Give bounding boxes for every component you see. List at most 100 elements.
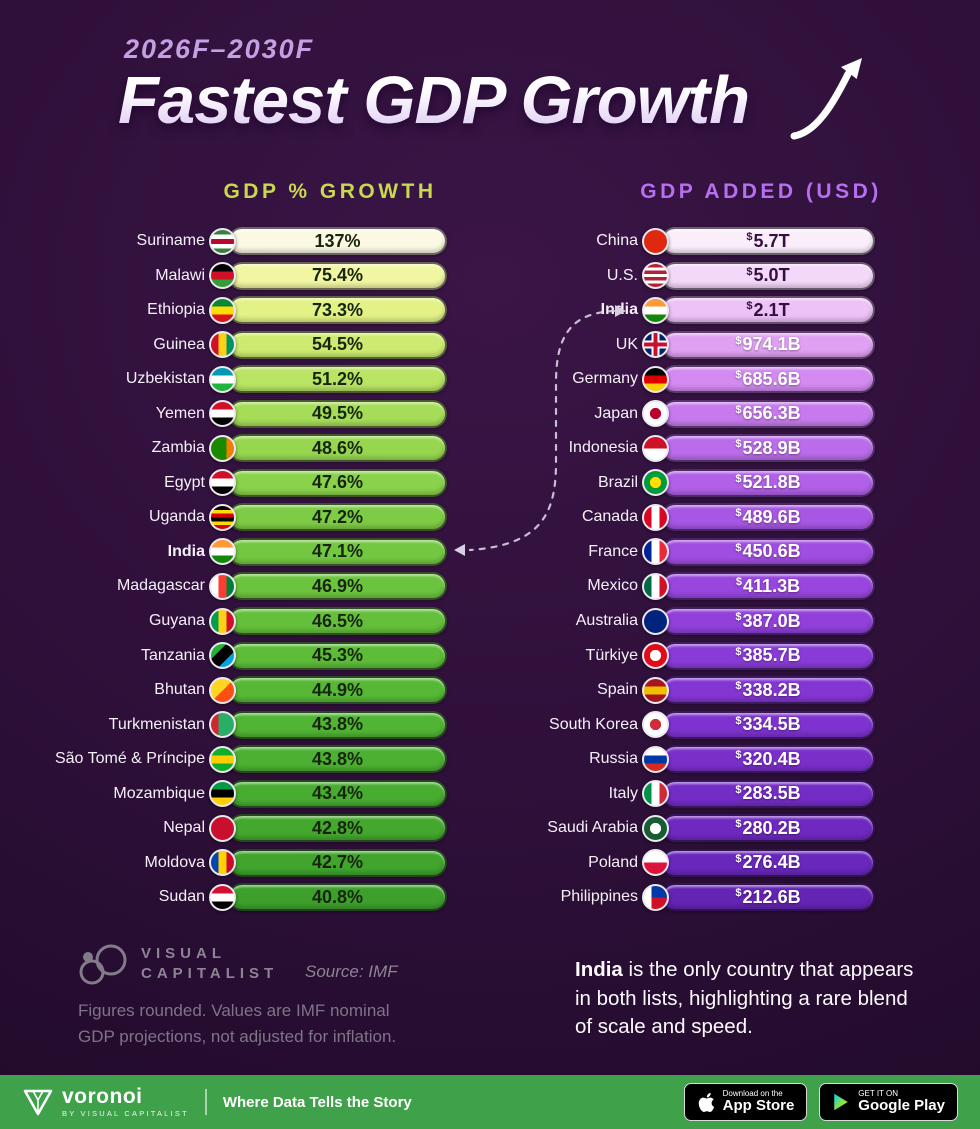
country-label: Moldova — [144, 853, 205, 871]
india-connector-arrow — [454, 305, 626, 556]
country-flag-icon — [642, 676, 669, 704]
currency-prefix: $ — [735, 611, 742, 624]
left-rows: Suriname 137% Malawi 75.4% Ethiopia 73.3… — [45, 227, 447, 918]
gdp-value: 528.9B — [742, 437, 801, 458]
gdp-value: 521.8B — [742, 472, 801, 493]
gdp-value: 43.8% — [311, 714, 364, 735]
google-play-badge[interactable]: GET IT ON Google Play — [819, 1083, 958, 1121]
country-label: India — [167, 542, 205, 560]
gdp-bar: 42.8% — [228, 814, 447, 843]
table-row: Spain $ 338.2B — [488, 676, 875, 705]
gdp-value: 73.3% — [311, 299, 364, 320]
country-flag-icon — [209, 849, 236, 877]
table-row: Canada $ 489.6B — [488, 503, 875, 532]
gdp-bar: $ 685.6B — [661, 365, 875, 394]
country-label: Sudan — [158, 888, 205, 906]
gdp-bar: 47.1% — [228, 537, 447, 566]
country-label: South Korea — [549, 715, 638, 733]
gdp-bar: 137% — [228, 227, 447, 255]
gdp-bar: 43.8% — [228, 745, 447, 774]
country-label: Suriname — [136, 232, 205, 249]
gdp-value: 320.4B — [742, 748, 801, 769]
currency-prefix: $ — [735, 541, 742, 554]
country-label: Tanzania — [140, 646, 205, 664]
gdp-value: 40.8% — [311, 886, 364, 907]
country-flag-icon — [642, 883, 669, 911]
table-row: Ethiopia 73.3% — [45, 296, 447, 325]
gdp-bar: 48.6% — [228, 434, 447, 463]
table-row: Germany $ 685.6B — [488, 365, 875, 394]
gdp-bar: 54.5% — [228, 330, 447, 359]
gdp-bar: $ 2.1T — [661, 296, 875, 325]
india-note-bold: India — [575, 958, 623, 981]
country-label: Ethiopia — [147, 301, 205, 319]
google-play-line2: Google Play — [858, 1097, 945, 1115]
country-label: Uganda — [148, 508, 205, 526]
table-row: Brazil $ 521.8B — [488, 468, 875, 497]
gdp-value: 489.6B — [742, 506, 801, 527]
divider — [204, 1089, 207, 1115]
currency-prefix: $ — [746, 265, 753, 278]
gdp-bar: 47.2% — [228, 503, 447, 532]
vc-word-visual: VISUAL — [141, 944, 227, 962]
country-label: Philippines — [560, 888, 638, 906]
gdp-bar: 45.3% — [228, 641, 447, 670]
table-row: Saudi Arabia $ 280.2B — [488, 814, 875, 843]
gdp-bar: 43.8% — [228, 710, 447, 739]
table-row: Suriname 137% — [45, 227, 447, 255]
india-note: India is the only country that appears i… — [575, 956, 925, 1042]
gdp-bar: 46.5% — [228, 607, 447, 636]
country-label: Mexico — [587, 577, 638, 595]
table-row: Nepal 42.8% — [45, 814, 447, 843]
country-flag-icon — [642, 331, 669, 359]
brand-name: voronoi — [62, 1085, 143, 1108]
country-label: Italy — [608, 784, 638, 802]
gdp-value: 280.2B — [742, 817, 801, 838]
gdp-bar: 40.8% — [228, 883, 447, 912]
table-row: Tanzania 45.3% — [45, 641, 447, 670]
country-flag-icon — [642, 227, 669, 255]
gdp-value: 75.4% — [311, 265, 364, 286]
table-row: India 47.1% — [45, 537, 447, 566]
app-store-badge[interactable]: Download on the App Store — [683, 1083, 808, 1121]
page-title: Fastest GDP Growth — [118, 63, 750, 138]
currency-prefix: $ — [735, 369, 742, 382]
gdp-value: 656.3B — [742, 403, 801, 424]
gdp-bar: 49.5% — [228, 399, 447, 428]
gdp-value: 411.3B — [743, 575, 801, 596]
country-label: Australia — [575, 612, 638, 630]
voronoi-logo-icon — [23, 1089, 53, 1116]
gdp-value: 43.8% — [311, 748, 364, 769]
gdp-value: 45.3% — [311, 645, 364, 666]
tagline: Where Data Tells the Story — [222, 1093, 412, 1111]
source-label: Source: IMF — [305, 962, 398, 981]
gdp-value: 46.9% — [311, 575, 364, 596]
country-flag-icon — [209, 745, 236, 773]
country-flag-icon — [209, 434, 236, 462]
gdp-value: 387.0B — [742, 610, 801, 631]
country-label: Madagascar — [116, 577, 205, 595]
country-flag-icon — [642, 538, 669, 566]
table-row: Moldova 42.7% — [45, 848, 447, 877]
gdp-bar: $ 5.0T — [661, 261, 875, 290]
table-row: São Tomé & Príncipe 43.8% — [45, 745, 447, 774]
currency-prefix: $ — [735, 749, 742, 762]
country-label: Uzbekistan — [125, 370, 205, 388]
country-label: UK — [615, 335, 638, 353]
country-label: Guyana — [148, 612, 205, 630]
gdp-value: 974.1B — [742, 334, 801, 355]
app-store-line1: Download on the — [722, 1088, 783, 1098]
gdp-value: 276.4B — [742, 852, 801, 873]
country-flag-icon — [209, 642, 236, 670]
visual-capitalist-logo: VISUAL CAPITALIST — [75, 938, 278, 990]
gdp-value: 137% — [314, 230, 361, 251]
google-play-line1: GET IT ON — [858, 1088, 899, 1098]
table-row: Mexico $ 411.3B — [488, 572, 875, 601]
country-flag-icon — [209, 331, 236, 359]
country-flag-icon — [642, 296, 669, 324]
right-rows: China $ 5.7T U.S. $ 5.0T India $ 2.1T UK… — [488, 227, 875, 918]
currency-prefix: $ — [746, 231, 753, 243]
table-row: Bhutan 44.9% — [45, 676, 447, 705]
gdp-value: 48.6% — [311, 437, 364, 458]
country-flag-icon — [642, 642, 669, 670]
